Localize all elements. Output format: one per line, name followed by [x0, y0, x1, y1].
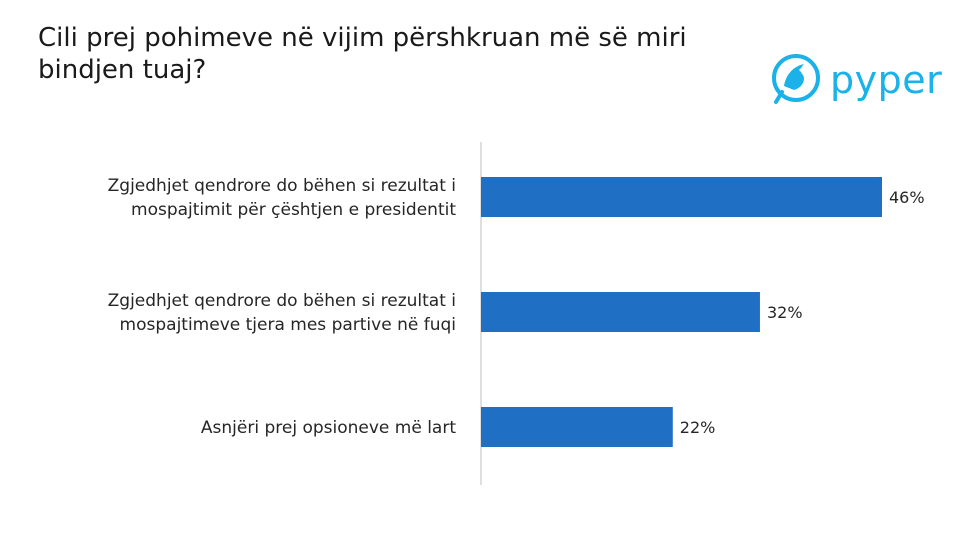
- bird-logo-icon: [772, 54, 820, 104]
- category-label-line: Zgjedhjet qendrore do bëhen si rezultat …: [108, 176, 456, 196]
- category-label-line: Asnjëri prej opsioneve më lart: [201, 418, 456, 438]
- category-label-line: Zgjedhjet qendrore do bëhen si rezultat …: [108, 291, 456, 311]
- bar-2: [481, 292, 760, 332]
- category-label-3: Asnjëri prej opsioneve më lart: [201, 418, 456, 438]
- category-label-1: Zgjedhjet qendrore do bëhen si rezultat …: [108, 176, 457, 220]
- bar-1: [481, 177, 882, 217]
- value-label-2: 32%: [767, 303, 803, 322]
- category-label-2: Zgjedhjet qendrore do bëhen si rezultat …: [108, 291, 456, 335]
- chart-title: Cili prej pohimeve në vijim përshkruan m…: [38, 23, 687, 85]
- bar-3: [481, 407, 673, 447]
- value-label-1: 46%: [889, 188, 925, 207]
- brand-logo: pyper: [770, 50, 942, 110]
- value-label-3: 22%: [680, 418, 716, 437]
- category-label-line: mospajtimeve tjera mes partive në fuqi: [120, 315, 456, 335]
- brand-name: pyper: [830, 58, 943, 102]
- category-label-line: mospajtimit për çështjen e presidentit: [131, 200, 456, 220]
